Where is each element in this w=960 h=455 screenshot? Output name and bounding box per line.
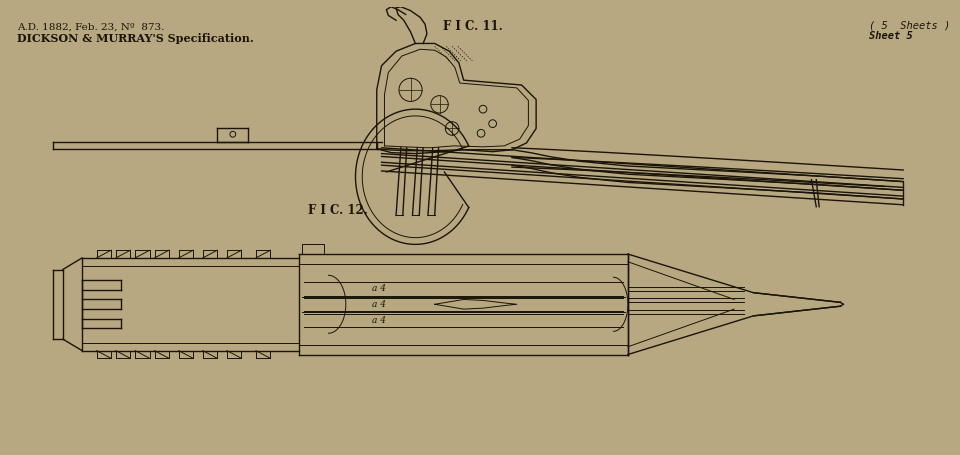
- Text: F I C. 12.: F I C. 12.: [308, 203, 368, 217]
- Text: ( 5  Sheets ): ( 5 Sheets ): [870, 20, 950, 30]
- Text: F I C. 11.: F I C. 11.: [444, 20, 503, 33]
- Text: a 4: a 4: [372, 284, 386, 293]
- Text: a 4: a 4: [372, 299, 386, 308]
- Bar: [302, 245, 324, 254]
- Text: A.D. 1882, Feb. 23, Nº  873.: A.D. 1882, Feb. 23, Nº 873.: [17, 22, 165, 31]
- Text: a 4: a 4: [372, 315, 386, 324]
- Text: DICKSON & MURRAY'S Specification.: DICKSON & MURRAY'S Specification.: [17, 33, 254, 44]
- Text: Sheet 5: Sheet 5: [870, 31, 913, 41]
